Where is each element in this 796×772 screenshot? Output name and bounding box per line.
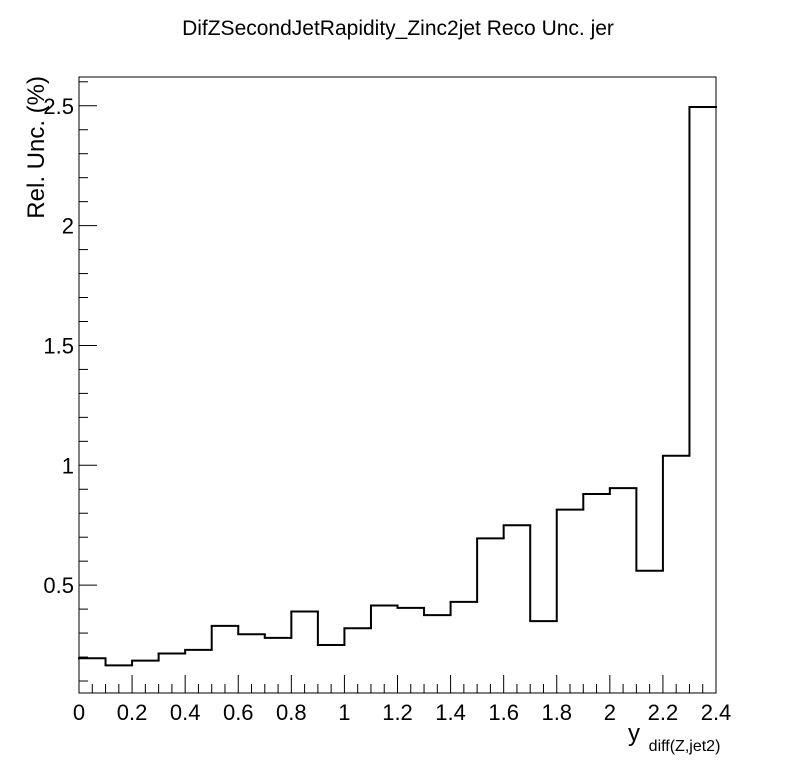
y-tick-label: 0.5: [43, 573, 74, 598]
x-tick-label: 0.2: [117, 700, 148, 725]
x-tick-label: 2.2: [648, 700, 679, 725]
x-tick-label: 1.6: [488, 700, 519, 725]
x-axis-title: y diff(Z,jet2): [628, 720, 720, 755]
x-tick-label: 2.4: [701, 700, 732, 725]
x-tick-label: 1.4: [435, 700, 466, 725]
x-tick-label: 0.4: [170, 700, 201, 725]
x-tick-label: 0.8: [276, 700, 307, 725]
x-tick-label: 0: [73, 700, 85, 725]
y-axis-title: Rel. Unc. (%): [23, 76, 50, 219]
x-tick-label: 1.8: [541, 700, 572, 725]
y-tick-label: 2.5: [43, 94, 74, 119]
chart-title: DifZSecondJetRapidity_Zinc2jet Reco Unc.…: [182, 17, 614, 40]
y-tick-label: 2: [62, 214, 74, 239]
x-tick-label: 0.6: [223, 700, 254, 725]
x-axis-title-main: y: [628, 720, 640, 747]
x-tick-label: 1: [338, 700, 350, 725]
y-tick-label: 1.5: [43, 333, 74, 358]
y-tick-label: 1: [62, 453, 74, 478]
x-tick-label: 1.2: [382, 700, 413, 725]
x-axis-title-subscript: diff(Z,jet2): [649, 738, 721, 755]
x-tick-label: 2: [604, 700, 616, 725]
